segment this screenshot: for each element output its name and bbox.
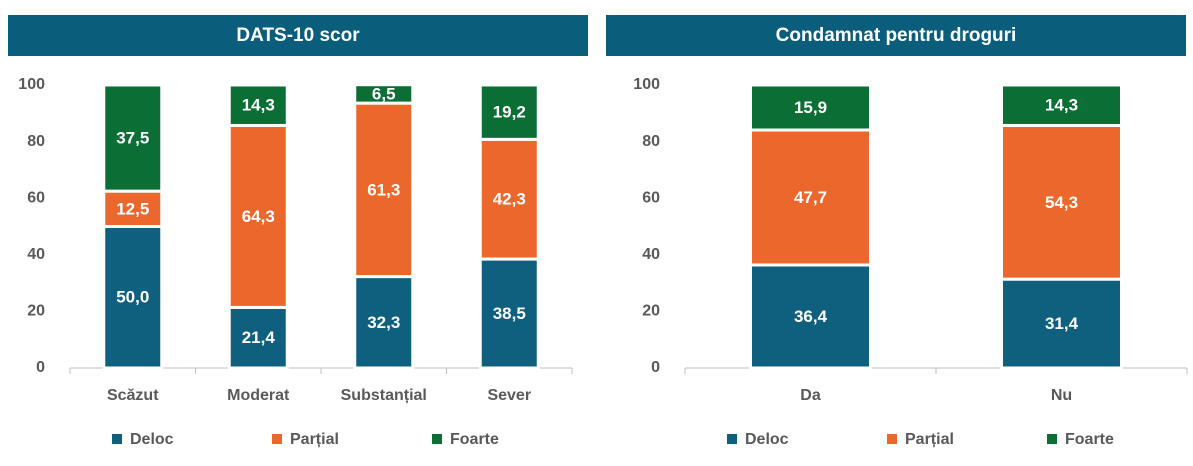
y-tick-label: 20 (642, 303, 660, 320)
y-tick-label: 80 (642, 133, 660, 150)
data-label: 15,9 (794, 98, 827, 117)
y-tick-label: 40 (27, 246, 45, 263)
bar-segment (478, 137, 540, 261)
legend-swatch (887, 434, 897, 444)
legend-label: Foarte (450, 431, 499, 448)
data-label: 54,3 (1045, 193, 1078, 212)
bar-segment (749, 128, 872, 267)
x-tick-label: Nu (1051, 387, 1072, 404)
data-label: 47,7 (794, 188, 827, 207)
chart-title: Condamnat pentru droguri (776, 25, 1017, 46)
bar-segment (102, 189, 164, 228)
data-label: 42,3 (493, 190, 526, 209)
x-tick-label: Scăzut (107, 387, 159, 404)
y-tick-label: 100 (633, 76, 660, 93)
data-label: 31,4 (1045, 314, 1079, 333)
y-tick-label: 60 (642, 189, 660, 206)
title-bar (606, 15, 1186, 56)
data-label: 32,3 (367, 313, 400, 332)
y-tick-label: 0 (36, 359, 45, 376)
y-tick-label: 100 (18, 76, 45, 93)
title-bar (8, 15, 588, 56)
x-tick-label: Sever (487, 387, 531, 404)
data-label: 19,2 (493, 103, 526, 122)
data-label: 50,0 (116, 288, 149, 307)
bar-segment (749, 83, 872, 132)
legend-swatch (432, 434, 442, 444)
data-label: 37,5 (116, 129, 149, 148)
data-label: 21,4 (242, 328, 276, 347)
data-label: 6,5 (372, 84, 396, 103)
bar-segment (1000, 123, 1123, 281)
legend-swatch (272, 434, 282, 444)
data-label: 36,4 (794, 307, 828, 326)
data-label: 64,3 (242, 207, 275, 226)
y-tick-label: 80 (27, 133, 45, 150)
bar-segment (227, 305, 289, 370)
legend-label: Parțial (290, 431, 339, 448)
legend-swatch (112, 434, 122, 444)
legend-label: Deloc (130, 431, 174, 448)
bar-segment (749, 263, 872, 370)
y-tick-label: 20 (27, 303, 45, 320)
bar-segment (102, 83, 164, 193)
data-label: 14,3 (242, 96, 275, 115)
x-tick-label: Da (800, 387, 821, 404)
bar-segment (227, 83, 289, 127)
x-tick-label: Substanțial (341, 387, 427, 404)
y-tick-label: 0 (651, 359, 660, 376)
legend-swatch (727, 434, 737, 444)
data-label: 12,5 (116, 199, 149, 218)
y-tick-label: 40 (642, 246, 660, 263)
data-label: 38,5 (493, 304, 526, 323)
legend-label: Deloc (745, 431, 789, 448)
chart-title: DATS-10 scor (236, 25, 360, 46)
bar-segment (1000, 83, 1123, 127)
data-label: 14,3 (1045, 96, 1078, 115)
legend-label: Foarte (1065, 431, 1114, 448)
bar-segment (353, 83, 415, 105)
legend-label: Parțial (905, 431, 954, 448)
legend-swatch (1047, 434, 1057, 444)
x-tick-label: Moderat (227, 387, 290, 404)
bar-segment (478, 83, 540, 141)
bar-segment (353, 101, 415, 279)
data-label: 61,3 (367, 180, 400, 199)
y-tick-label: 60 (27, 189, 45, 206)
